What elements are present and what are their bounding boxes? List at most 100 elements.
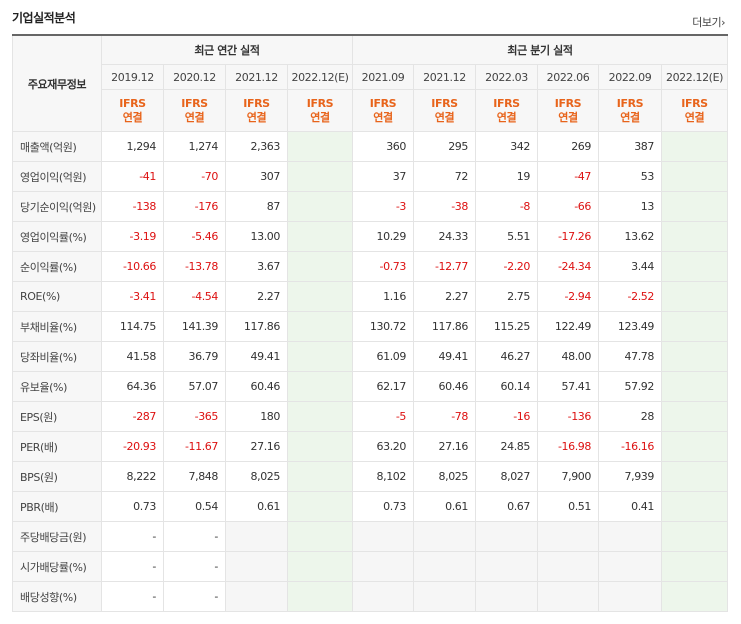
table-cell: 8,025 xyxy=(413,461,476,492)
consolidated-label: 연결 xyxy=(122,110,143,124)
table-cell: 115.25 xyxy=(475,311,538,342)
period-header: 2022.12(E) xyxy=(287,64,353,90)
table-cell xyxy=(661,311,728,342)
more-link[interactable]: 더보기› xyxy=(692,14,725,30)
table-cell: -66 xyxy=(537,191,599,222)
table-cell: -365 xyxy=(163,401,226,432)
table-cell xyxy=(352,581,414,612)
table-cell: 180 xyxy=(225,401,288,432)
table-cell: 57.07 xyxy=(163,371,226,402)
row-label: 순이익률(%) xyxy=(12,251,102,282)
table-cell: 5.51 xyxy=(475,221,538,252)
table-cell xyxy=(661,581,728,612)
table-cell xyxy=(661,251,728,282)
table-cell xyxy=(287,221,353,252)
table-row: 당기순이익(억원) -138 -176 87 -3 -38 -8 -66 13 xyxy=(12,191,728,222)
table-cell xyxy=(661,371,728,402)
consolidated-label: 연결 xyxy=(620,110,640,124)
table-cell: 57.92 xyxy=(598,371,662,402)
table-cell xyxy=(352,551,414,582)
table-cell xyxy=(598,551,662,582)
table-cell xyxy=(287,341,353,372)
table-cell xyxy=(413,521,476,552)
table-cell xyxy=(537,521,599,552)
table-cell: 13.62 xyxy=(598,221,662,252)
table-cell: -17.26 xyxy=(537,221,599,252)
table-cell: 36.79 xyxy=(163,341,226,372)
table-row: 영업이익률(%) -3.19 -5.46 13.00 10.29 24.33 5.51 -17… xyxy=(12,221,728,252)
table-cell: -2.94 xyxy=(537,281,599,312)
table-cell: -13.78 xyxy=(163,251,226,282)
table-cell: 19 xyxy=(475,161,538,192)
table-row: 순이익률(%) -10.66 -13.78 3.67 -0.73 -12.77 -2.20-… xyxy=(12,251,728,282)
more-label: 더보기 xyxy=(692,16,722,29)
table-row: 매출액(억원) 1,294 1,274 2,363 360 295 342 269 387 xyxy=(12,131,728,162)
table-cell: 13.00 xyxy=(225,221,288,252)
table-cell: 62.17 xyxy=(352,371,414,402)
row-label: BPS(원) xyxy=(12,461,102,492)
table-cell xyxy=(661,221,728,252)
table-cell: 48.00 xyxy=(537,341,599,372)
table-cell: 295 xyxy=(413,131,476,162)
table-cell: 0.61 xyxy=(413,491,476,522)
ifrs-consolidated-header: IFRS 연결 xyxy=(101,89,164,132)
table-cell: -5 xyxy=(352,401,414,432)
table-row: 주당배당금(원) - - xyxy=(12,521,728,552)
table-cell: 27.16 xyxy=(413,431,476,462)
table-row: 배당성향(%) - - xyxy=(12,581,728,612)
consolidated-label: 연결 xyxy=(558,110,578,124)
table-cell: 63.20 xyxy=(352,431,414,462)
row-label: PBR(배) xyxy=(12,491,102,522)
table-cell xyxy=(661,461,728,492)
table-cell: 3.44 xyxy=(598,251,662,282)
ifrs-consolidated-header: IFRS 연결 xyxy=(225,89,288,132)
table-cell: 307 xyxy=(225,161,288,192)
table-cell xyxy=(287,131,353,162)
financial-summary-table: 주요재무정보 최근 연간 실적 최근 분기 실적 2019.12 2020.12 2… xyxy=(12,34,728,612)
ifrs-label: IFRS xyxy=(369,96,397,110)
table-cell: 122.49 xyxy=(537,311,599,342)
section-title: 기업실적분석 xyxy=(12,11,76,25)
table-cell xyxy=(661,431,728,462)
period-header: 2021.12 xyxy=(413,64,476,90)
table-cell: 0.41 xyxy=(598,491,662,522)
table-cell: -2.20 xyxy=(475,251,538,282)
table-cell: 130.72 xyxy=(352,311,414,342)
row-label: 부채비율(%) xyxy=(12,311,102,342)
table-row: 부채비율(%) 114.75 141.39 117.86 130.72 117.86 115… xyxy=(12,311,728,342)
row-label: 매출액(억원) xyxy=(12,131,102,162)
table-cell: 60.46 xyxy=(225,371,288,402)
ifrs-label: IFRS xyxy=(554,96,582,110)
table-cell: -41 xyxy=(101,161,164,192)
table-cell xyxy=(413,581,476,612)
table-cell: 57.41 xyxy=(537,371,599,402)
table-cell: 24.85 xyxy=(475,431,538,462)
ifrs-consolidated-header: IFRS 연결 xyxy=(537,89,599,132)
ifrs-consolidated-header: IFRS 연결 xyxy=(413,89,476,132)
table-cell: 1,294 xyxy=(101,131,164,162)
table-cell: -47 xyxy=(537,161,599,192)
period-header: 2020.12 xyxy=(163,64,226,90)
consolidated-label: 연결 xyxy=(496,110,517,124)
table-cell: - xyxy=(101,581,164,612)
table-cell: -78 xyxy=(413,401,476,432)
row-label: 배당성향(%) xyxy=(12,581,102,612)
table-row: 당좌비율(%) 41.58 36.79 49.41 61.09 49.41 46.27 48.… xyxy=(12,341,728,372)
table-cell: -12.77 xyxy=(413,251,476,282)
table-cell: 87 xyxy=(225,191,288,222)
chevron-right-icon: › xyxy=(721,16,725,29)
ifrs-label: IFRS xyxy=(493,96,520,110)
table-cell: -11.67 xyxy=(163,431,226,462)
table-cell: -8 xyxy=(475,191,538,222)
table-cell xyxy=(225,521,288,552)
table-cell: 8,027 xyxy=(475,461,538,492)
table-cell: 2.27 xyxy=(225,281,288,312)
table-cell: 49.41 xyxy=(225,341,288,372)
table-cell: - xyxy=(163,551,226,582)
consolidated-label: 연결 xyxy=(684,110,705,124)
table-cell: 7,939 xyxy=(598,461,662,492)
period-header: 2019.12 xyxy=(101,64,164,90)
ifrs-label: IFRS xyxy=(181,96,208,110)
table-cell: 2.75 xyxy=(475,281,538,312)
consolidated-label: 연결 xyxy=(373,110,393,124)
